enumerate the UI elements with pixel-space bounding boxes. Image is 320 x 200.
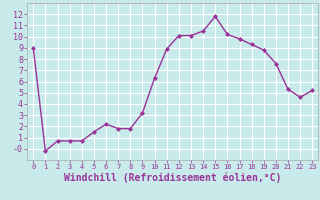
X-axis label: Windchill (Refroidissement éolien,°C): Windchill (Refroidissement éolien,°C) (64, 173, 282, 183)
